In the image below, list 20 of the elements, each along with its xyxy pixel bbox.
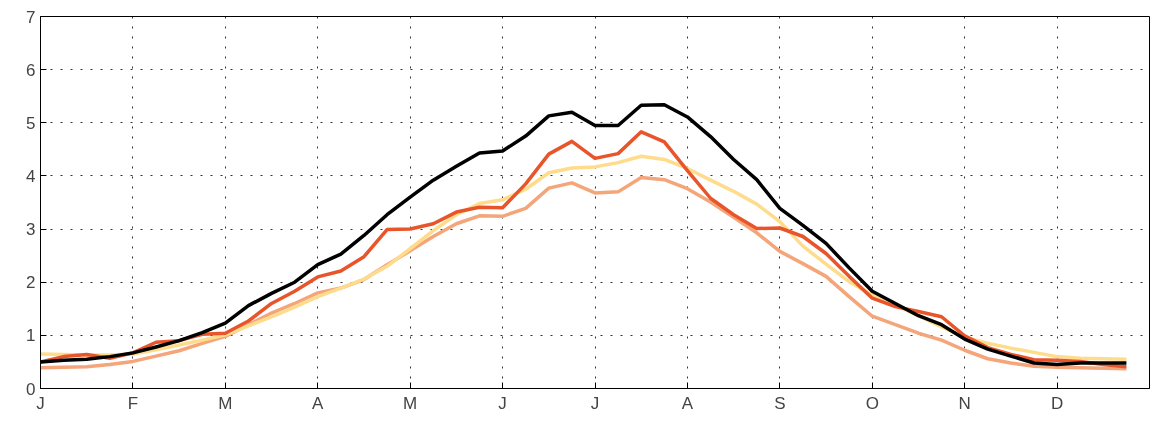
- x-tick-label: M: [403, 393, 418, 413]
- y-tick-label: 2: [26, 273, 36, 293]
- y-tick-label: 5: [26, 113, 36, 133]
- y-tick-label: 4: [26, 166, 36, 186]
- y-tick-label: 0: [26, 379, 36, 399]
- x-tick-label: J: [36, 393, 45, 413]
- x-tick-label: O: [865, 393, 879, 413]
- x-tick-label: A: [312, 393, 325, 413]
- y-tick-label: 1: [26, 326, 36, 346]
- x-tick-label: A: [681, 393, 694, 413]
- y-tick-label: 7: [26, 7, 36, 27]
- x-tick-label: D: [1050, 393, 1064, 413]
- y-tick-label: 3: [26, 220, 36, 240]
- x-tick-label: J: [498, 393, 507, 413]
- y-tick-label: 6: [26, 60, 36, 80]
- x-tick-label: N: [958, 393, 971, 413]
- x-tick-label: M: [218, 393, 233, 413]
- x-tick-label: J: [590, 393, 600, 413]
- x-tick-label: S: [774, 393, 786, 413]
- x-tick-label: F: [127, 393, 139, 413]
